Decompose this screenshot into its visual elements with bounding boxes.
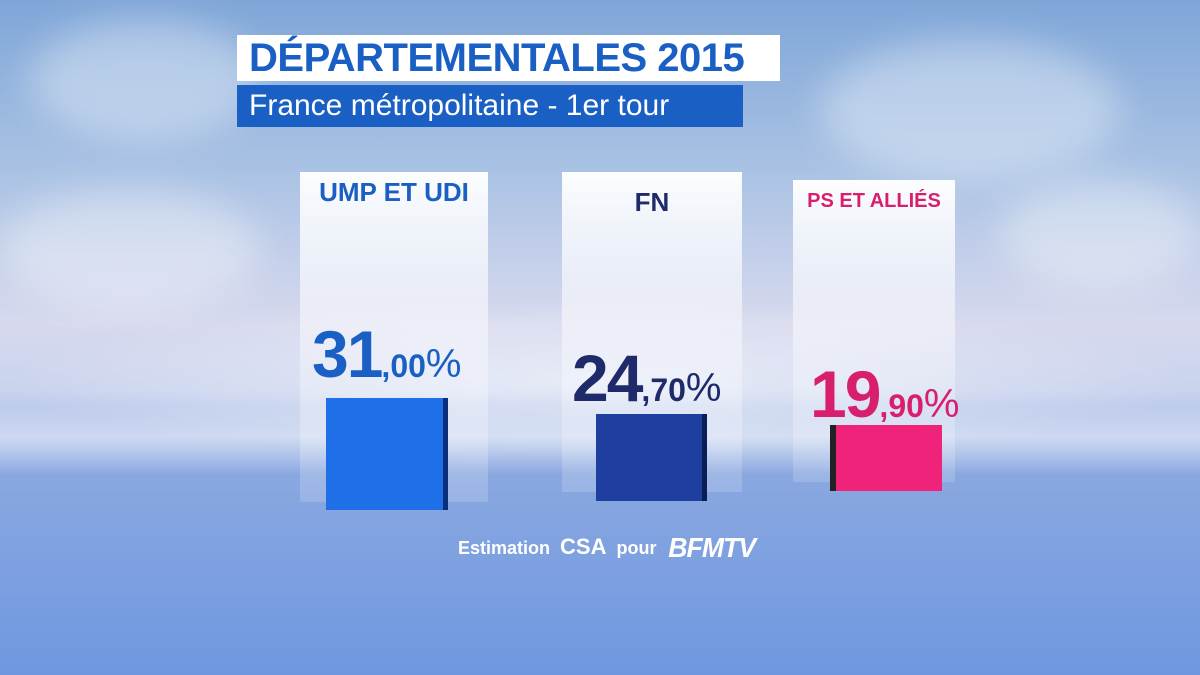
cloud <box>30 20 260 140</box>
page-title: DÉPARTEMENTALES 2015 <box>237 35 780 81</box>
cloud <box>1000 180 1200 290</box>
source-prefix: Estimation <box>458 538 551 558</box>
bar-side <box>701 414 707 501</box>
source-line: Estimation CSA pour BFMTV <box>458 532 758 564</box>
bar-side <box>830 425 836 491</box>
bar <box>836 425 942 491</box>
source-pollster: CSA <box>560 534 607 559</box>
bfmtv-logo: BFMTV <box>668 532 757 563</box>
bar <box>596 414 702 501</box>
category-label: FN <box>634 187 670 217</box>
value-label: 24,70% <box>572 341 722 415</box>
cloud <box>820 40 1120 180</box>
cloud <box>0 190 260 310</box>
bar-side <box>442 398 448 510</box>
category-label: UMP ET UDI <box>319 177 469 207</box>
value-label: 19,90% <box>810 357 960 431</box>
category-label: PS ET ALLIÉS <box>807 190 941 212</box>
source-for: pour <box>616 538 657 558</box>
bar <box>326 398 443 510</box>
value-label: 31,00% <box>312 317 462 391</box>
page-subtitle: France métropolitaine - 1er tour <box>237 85 743 127</box>
